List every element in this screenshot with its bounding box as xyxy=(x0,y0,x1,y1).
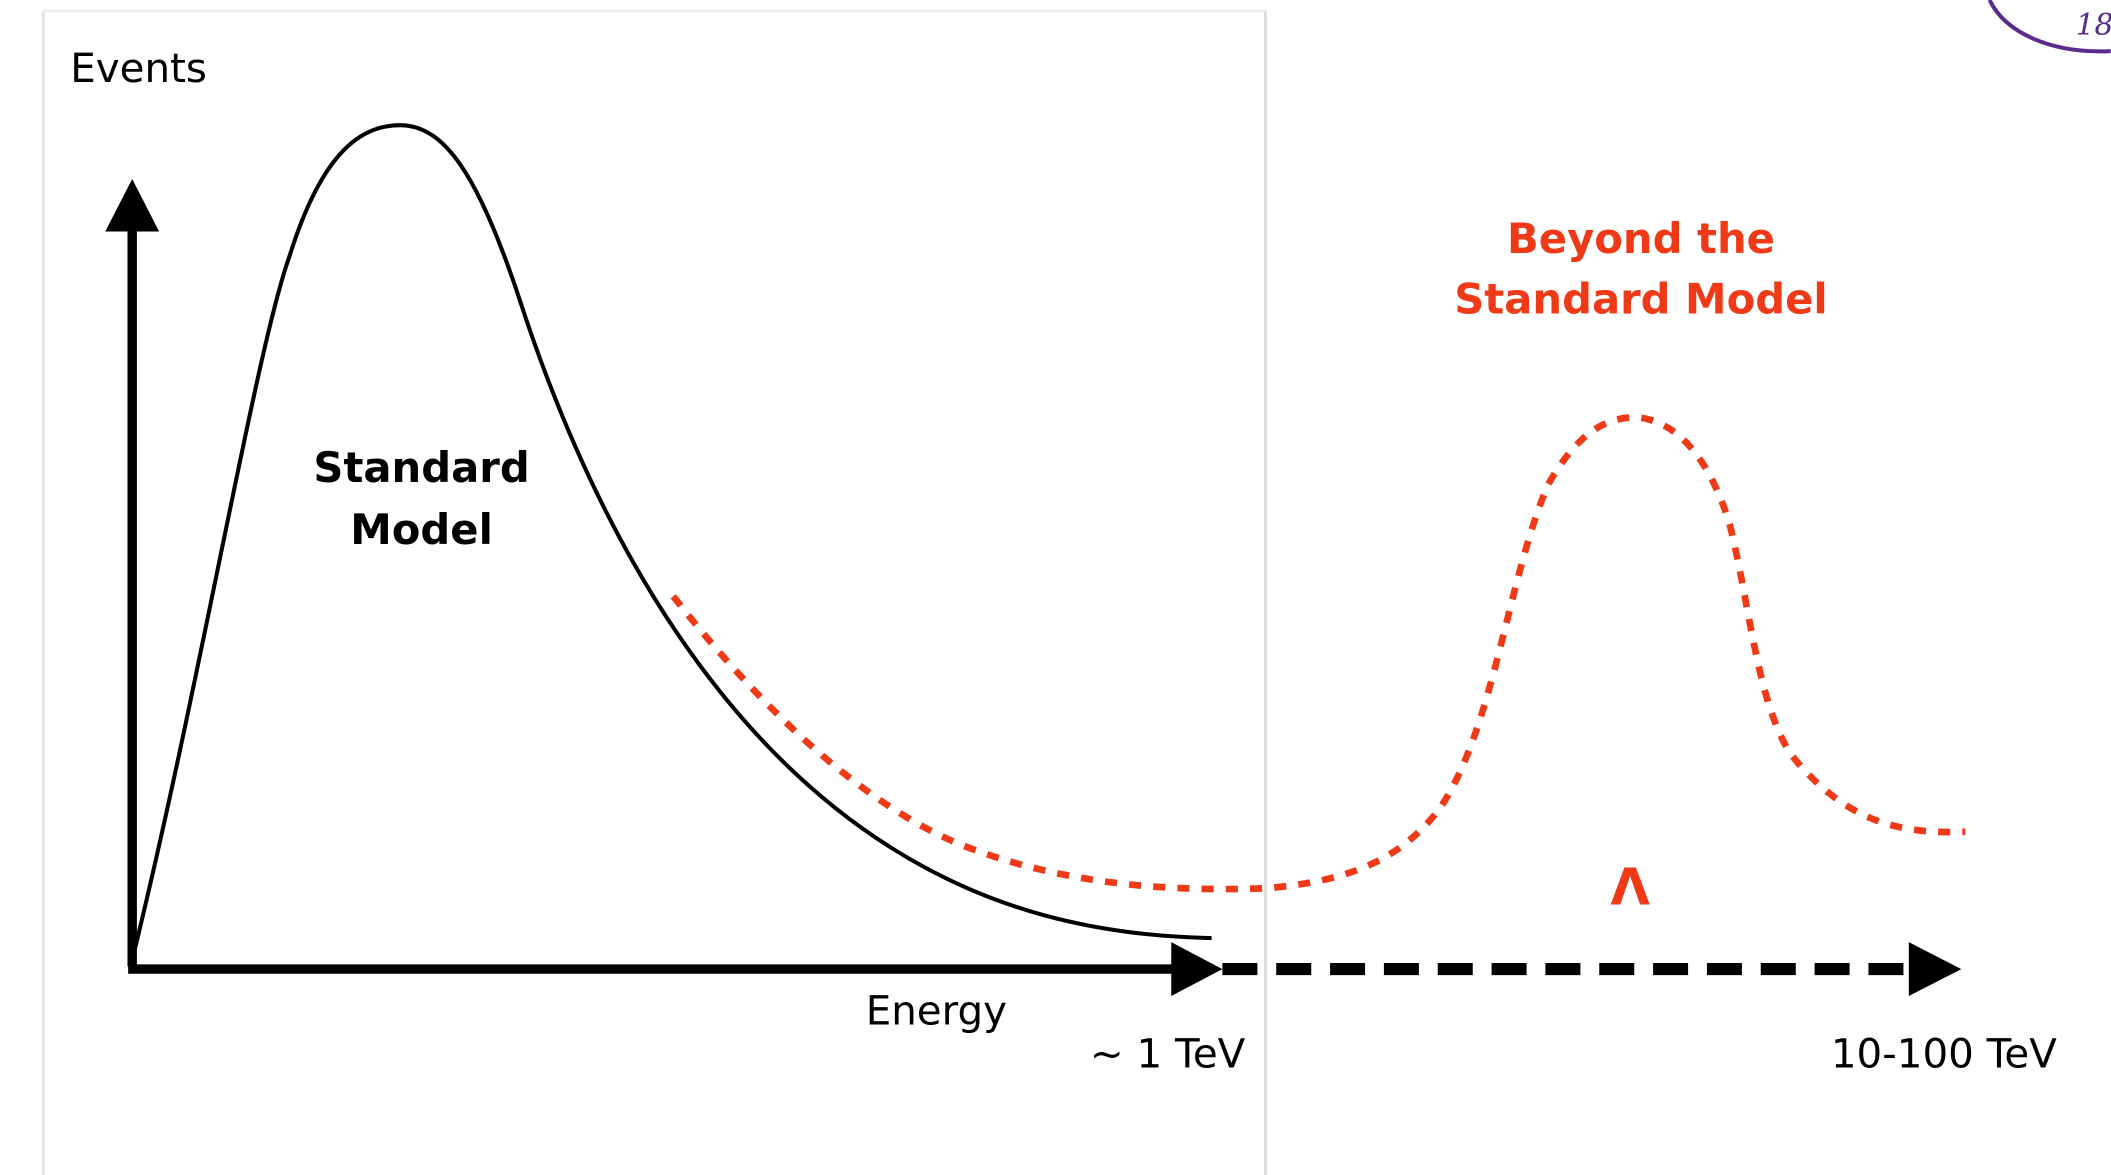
region-label: Standard Model xyxy=(1454,275,1827,324)
standard-model-curve xyxy=(132,123,1212,950)
bsm-curve xyxy=(670,413,1966,893)
logo-arc xyxy=(1987,0,2111,54)
logo-text: 18 xyxy=(2076,8,2111,42)
region-label: Beyond the xyxy=(1507,214,1775,263)
y-axis-label: Events xyxy=(70,45,207,92)
energy-mark: ~ 1 TeV xyxy=(1090,1030,1246,1077)
energy-mark: 10-100 TeV xyxy=(1831,1030,2057,1077)
x-axis-arrow xyxy=(1908,942,1962,996)
x-axis-label: Energy xyxy=(866,987,1007,1034)
region-label: Standard xyxy=(313,443,529,492)
region-label: Model xyxy=(350,505,493,554)
y-axis-arrow xyxy=(105,179,160,232)
x-axis-arrow xyxy=(1171,942,1223,996)
scale-symbol: Λ xyxy=(1610,858,1650,917)
